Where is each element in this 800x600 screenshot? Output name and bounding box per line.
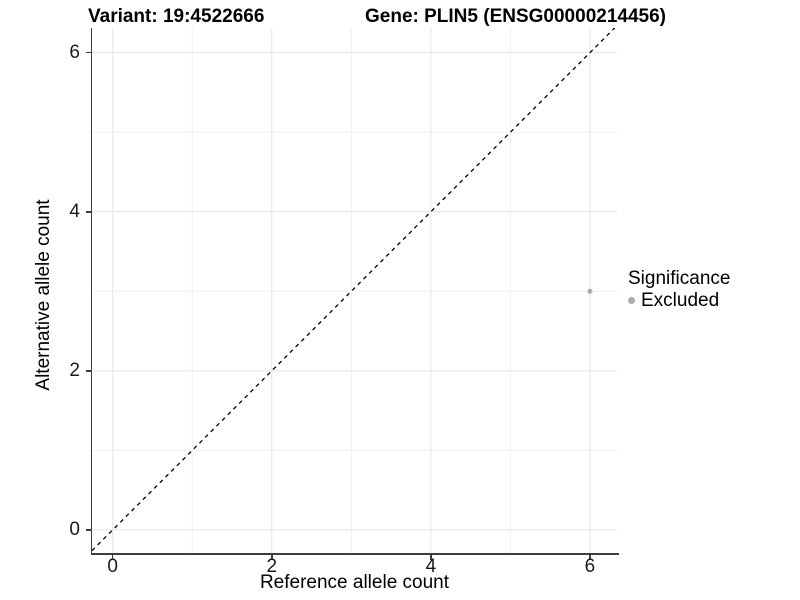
x-tick-mark [430,554,432,560]
legend-title: Significance [628,268,731,289]
x-tick-label: 6 [584,556,596,577]
y-tick-mark [85,211,91,213]
y-tick-label: 2 [69,359,80,381]
x-tick-label: 2 [266,556,278,577]
variant-title: Variant: 19:4522666 [88,6,265,27]
x-tick-mark [271,554,273,560]
y-tick-label: 0 [69,518,80,540]
gene-title: Gene: PLIN5 (ENSG00000214456) [365,6,666,27]
plot-layer [92,28,617,553]
y-axis-line [90,28,92,555]
x-axis-title: Reference allele count [259,572,450,593]
y-tick-mark [85,51,91,54]
x-tick-mark [111,554,114,560]
x-tick-label: 4 [425,556,437,577]
plot-panel [92,28,617,553]
y-tick-label: 6 [69,41,80,63]
legend: Significance Excluded [628,268,730,311]
legend-item-excluded: Excluded [628,290,730,311]
x-axis-line [90,553,619,555]
identity-dashed-line [92,28,616,552]
legend-items: Excluded [628,290,730,311]
y-tick-mark [85,529,91,531]
y-tick-mark [85,370,91,372]
x-tick-mark [589,554,591,560]
legend-item-label: Excluded [641,290,720,311]
legend-point-icon [628,297,635,304]
y-tick-label: 4 [69,200,80,222]
x-tick-label: 0 [107,556,118,577]
data-point-excluded [587,288,593,294]
